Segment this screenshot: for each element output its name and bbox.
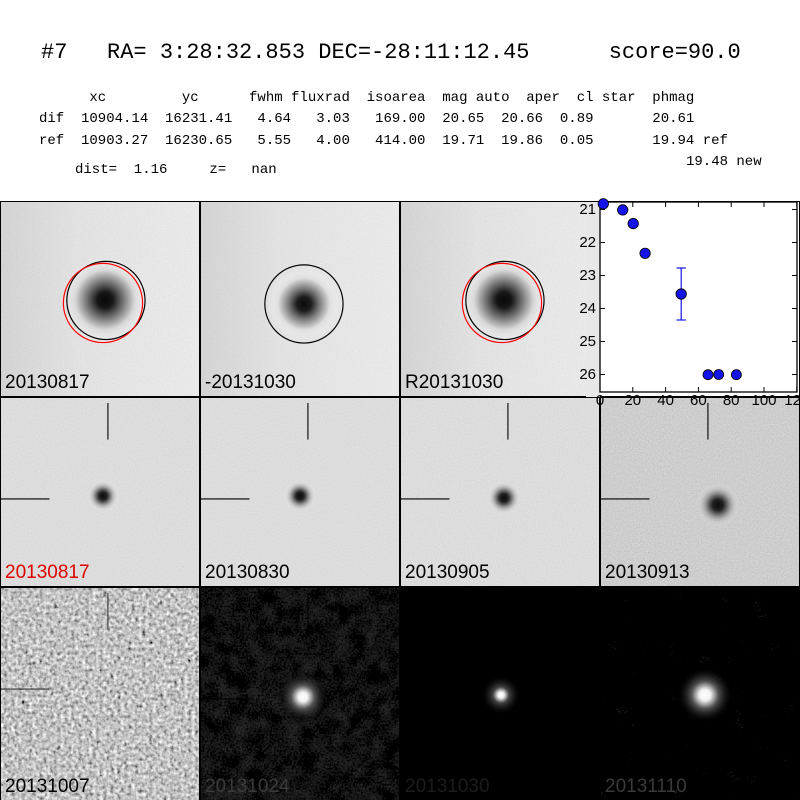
svg-text:40: 40 — [657, 392, 674, 409]
svg-text:21: 21 — [579, 201, 596, 218]
svg-text:120: 120 — [784, 392, 800, 409]
svg-text:100: 100 — [751, 392, 776, 409]
svg-text:20: 20 — [624, 392, 641, 409]
svg-text:80: 80 — [723, 392, 740, 409]
svg-text:24: 24 — [579, 300, 596, 317]
svg-text:60: 60 — [690, 392, 707, 409]
svg-text:25: 25 — [579, 333, 596, 350]
svg-text:26: 26 — [579, 366, 596, 383]
svg-text:0: 0 — [596, 392, 604, 409]
svg-text:23: 23 — [579, 267, 596, 284]
svg-text:22: 22 — [579, 234, 596, 251]
